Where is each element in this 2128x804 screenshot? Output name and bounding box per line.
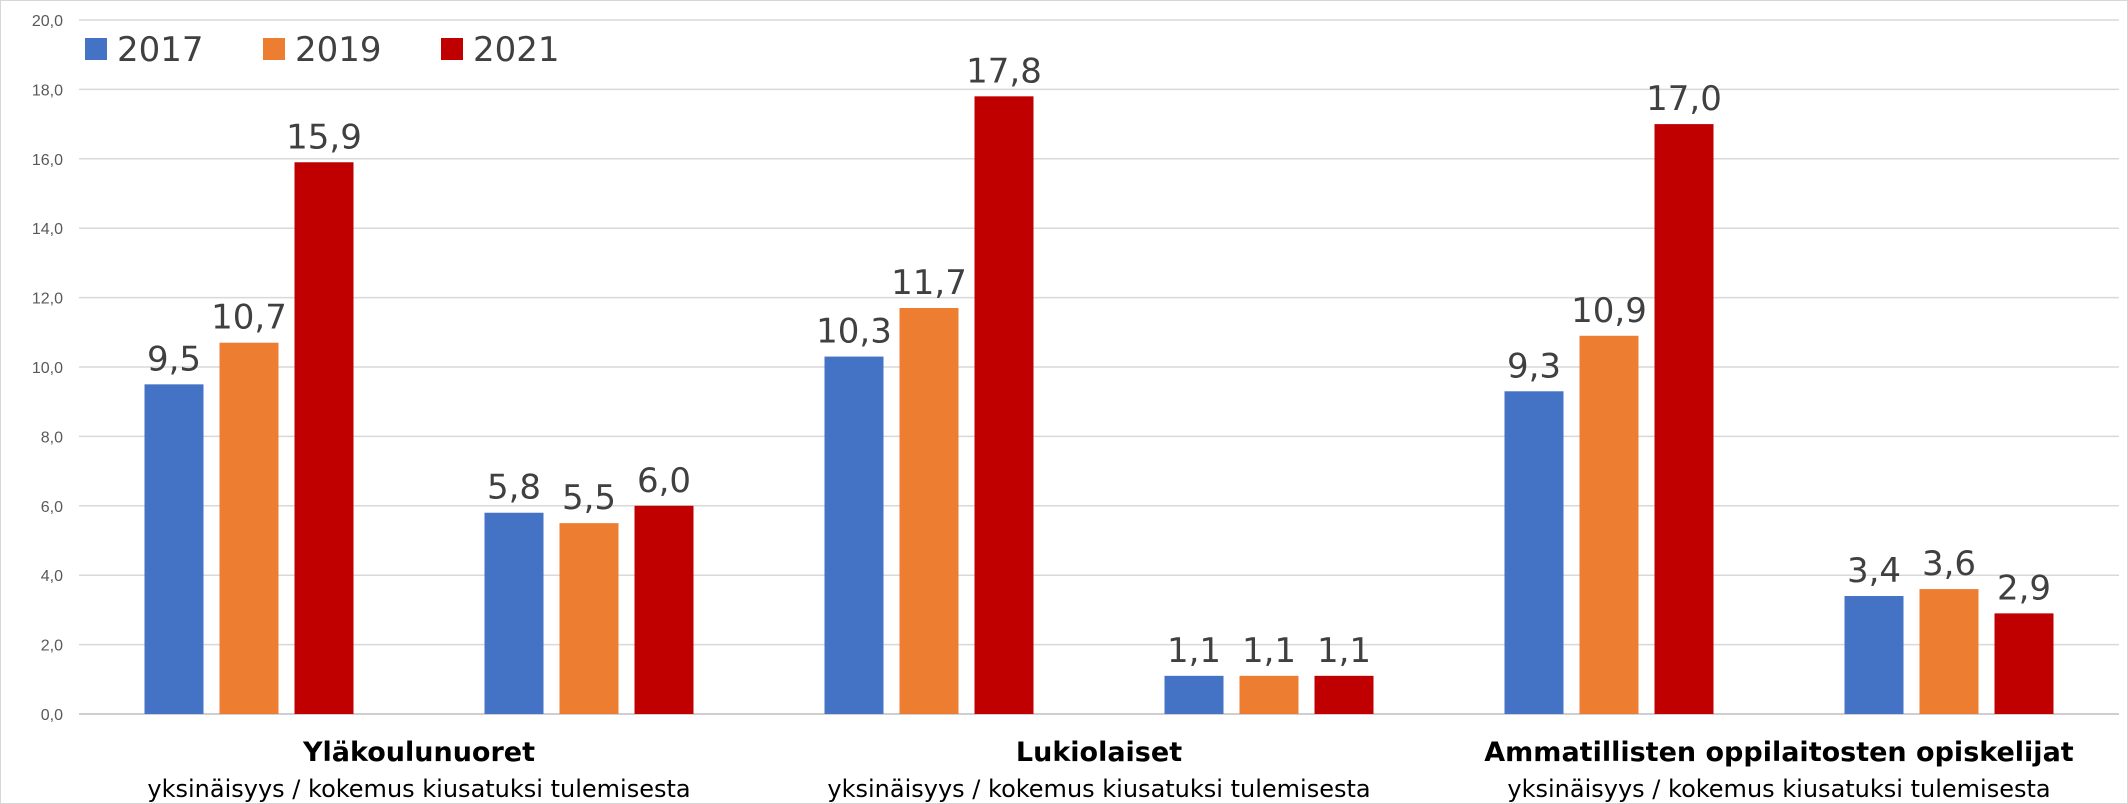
group-title: Lukiolaiset <box>1016 737 1182 768</box>
bar-2019 <box>1239 675 1299 714</box>
group-subtitle: yksinäisyys / kokemus kiusatuksi tulemis… <box>147 775 690 803</box>
bar-2017 <box>1164 675 1224 714</box>
data-label: 5,8 <box>487 468 541 508</box>
bars <box>144 96 2054 715</box>
bar-2021 <box>1654 124 1714 715</box>
y-tick-label: 4,0 <box>41 568 63 585</box>
data-label: 3,4 <box>1847 551 1901 591</box>
data-label: 10,3 <box>816 312 892 352</box>
data-label: 10,7 <box>211 298 287 338</box>
data-label: 11,7 <box>891 263 967 303</box>
data-label: 5,5 <box>562 478 616 518</box>
data-label: 17,0 <box>1646 79 1722 119</box>
bar-2019 <box>1919 589 1979 714</box>
bar-2019 <box>559 523 619 714</box>
y-tick-label: 10,0 <box>32 360 63 377</box>
data-label: 1,1 <box>1242 631 1296 671</box>
y-tick-label: 2,0 <box>41 638 63 655</box>
group-subtitle: yksinäisyys / kokemus kiusatuksi tulemis… <box>827 775 1370 803</box>
data-label: 2,9 <box>1997 568 2051 608</box>
data-label: 17,8 <box>966 51 1042 91</box>
data-label: 9,3 <box>1507 346 1561 386</box>
bar-2021 <box>1994 613 2054 714</box>
value-labels: 9,510,7 15,9 5,8 5,5 6,0 10,3 11,7 17,8 1,1 1,1 1,… <box>147 51 2051 670</box>
bar-2019 <box>899 308 959 714</box>
data-label: 3,6 <box>1922 544 1976 584</box>
group-labels: Yläkoulunuoret yksinäisyys / kokemus kius… <box>147 737 2073 803</box>
y-tick-label: 20,0 <box>32 13 63 30</box>
bar-2021 <box>1314 675 1374 714</box>
legend-label-2019: 2019 <box>295 30 382 70</box>
bar-2017 <box>1844 596 1904 714</box>
y-tick-label: 14,0 <box>32 221 63 238</box>
y-tick-label: 18,0 <box>32 82 63 99</box>
bar-2019 <box>1579 335 1639 714</box>
data-label: 6,0 <box>637 461 691 501</box>
legend-swatch-2019 <box>263 38 285 60</box>
y-axis-ticks: 0,0 2,0 4,0 6,0 8,0 10,0 12,0 14,0 16,0 18,0 20,0 <box>32 13 63 724</box>
group-title: Ammatillisten oppilaitosten opiskelijat <box>1484 737 2074 768</box>
bar-2017 <box>484 512 544 714</box>
data-label: 1,1 <box>1317 631 1371 671</box>
data-label: 10,9 <box>1571 291 1647 331</box>
gridlines <box>79 19 2119 715</box>
legend: 2017 2019 2021 <box>85 30 560 70</box>
data-label: 15,9 <box>286 117 362 157</box>
legend-swatch-2021 <box>441 38 463 60</box>
legend-label-2017: 2017 <box>117 30 204 70</box>
y-tick-label: 12,0 <box>32 291 63 308</box>
bar-2021 <box>634 505 694 714</box>
bar-2017 <box>824 356 884 714</box>
y-tick-label: 8,0 <box>41 429 63 446</box>
data-label: 9,5 <box>147 339 201 379</box>
legend-label-2021: 2021 <box>473 30 560 70</box>
bar-2017 <box>144 384 204 714</box>
bar-2019 <box>219 342 279 714</box>
data-label: 1,1 <box>1167 631 1221 671</box>
bar-2021 <box>294 162 354 714</box>
bar-2017 <box>1504 391 1564 714</box>
group-subtitle: yksinäisyys / kokemus kiusatuksi tulemis… <box>1507 775 2050 803</box>
bar-2021 <box>974 96 1034 715</box>
y-tick-label: 6,0 <box>41 499 63 516</box>
y-tick-label: 16,0 <box>32 152 63 169</box>
legend-swatch-2017 <box>85 38 107 60</box>
y-tick-label: 0,0 <box>41 707 63 724</box>
group-title: Yläkoulunuoret <box>302 737 535 768</box>
